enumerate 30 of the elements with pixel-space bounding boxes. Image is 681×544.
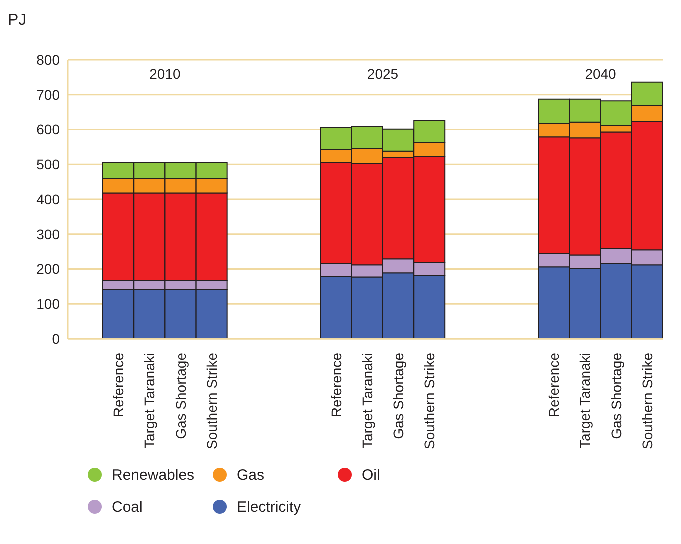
x-tick-label: Target Taranaki (577, 353, 594, 448)
x-tick-label: Reference (328, 352, 344, 418)
x-tick-label: Gas Shortage (390, 352, 407, 440)
annotation: 2040 (584, 66, 618, 82)
x-tick-label: Southern Strike (639, 352, 656, 450)
y-tick-label: 700 (36, 86, 60, 103)
legend-label: Oil (362, 466, 380, 484)
legend-label: Renewables (112, 466, 195, 484)
legend-label: Coal (112, 498, 143, 516)
x-tick-label: Southern Strike (422, 352, 438, 450)
y-axis-title: PJ (8, 12, 27, 30)
x-tick-label: Southern Strike (204, 352, 220, 450)
annotation: 2010 (148, 66, 182, 82)
y-tick-label: 500 (36, 156, 60, 173)
y-tick-label: 600 (36, 122, 60, 138)
x-tick-label: Gas Shortage (608, 352, 624, 440)
x-tick-label: Reference (546, 352, 562, 418)
legend-label: Gas (237, 466, 265, 484)
x-tick-label: Reference (110, 352, 127, 418)
x-tick-label: Target Taranaki (359, 353, 376, 448)
annotation: 2025 (366, 66, 400, 82)
x-tick-label: Gas Shortage (172, 352, 189, 440)
y-tick-label: 300 (36, 226, 60, 242)
legend-label: Electricity (237, 498, 302, 516)
y-tick-label: 400 (36, 191, 60, 208)
y-tick-label: 200 (36, 261, 60, 278)
x-tick-label: Target Taranaki (142, 353, 158, 448)
y-tick-label: 100 (36, 296, 60, 312)
y-tick-label: 800 (36, 52, 60, 68)
y-tick-label: 0 (52, 330, 60, 347)
